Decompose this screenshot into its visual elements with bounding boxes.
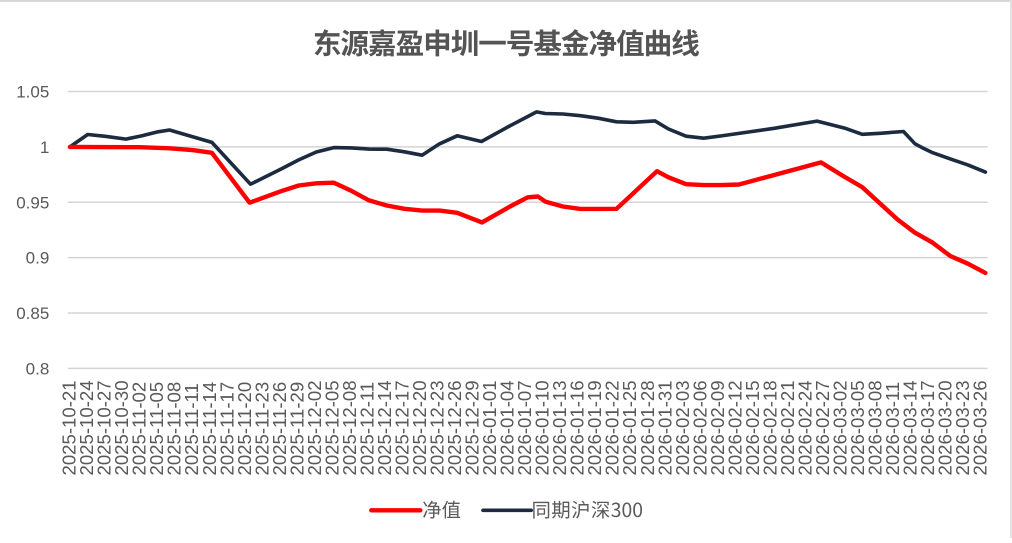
svg-text:2026-02-03: 2026-02-03 — [672, 380, 693, 475]
svg-text:2025-10-24: 2025-10-24 — [76, 380, 97, 475]
svg-text:2026-02-18: 2026-02-18 — [759, 380, 780, 475]
svg-text:2025-12-08: 2025-12-08 — [339, 380, 360, 475]
svg-text:1: 1 — [40, 138, 49, 157]
svg-text:2026-01-31: 2026-01-31 — [654, 380, 675, 475]
svg-text:2025-12-26: 2025-12-26 — [444, 380, 465, 475]
svg-text:2026-03-05: 2026-03-05 — [847, 380, 868, 475]
svg-text:0.8: 0.8 — [26, 360, 50, 379]
svg-text:2025-11-08: 2025-11-08 — [164, 382, 185, 476]
svg-text:2026-01-01: 2026-01-01 — [479, 380, 500, 475]
svg-text:2026-03-20: 2026-03-20 — [935, 380, 956, 475]
svg-text:0.9: 0.9 — [26, 249, 50, 268]
svg-text:2025-11-29: 2025-11-29 — [286, 382, 307, 476]
svg-text:2026-02-09: 2026-02-09 — [707, 380, 728, 475]
svg-text:2026-01-25: 2026-01-25 — [619, 380, 640, 475]
svg-text:2026-03-14: 2026-03-14 — [900, 380, 921, 475]
svg-text:2025-11-23: 2025-11-23 — [251, 382, 272, 476]
svg-text:2026-01-16: 2026-01-16 — [567, 380, 588, 475]
svg-text:0.85: 0.85 — [16, 304, 49, 323]
svg-text:2026-01-19: 2026-01-19 — [584, 380, 605, 475]
svg-text:2025-12-11: 2025-12-11 — [356, 382, 377, 476]
svg-text:2026-03-17: 2026-03-17 — [917, 380, 938, 475]
svg-text:2026-01-22: 2026-01-22 — [602, 380, 623, 475]
svg-text:2025-11-02: 2025-11-02 — [129, 382, 150, 476]
svg-text:2025-11-17: 2025-11-17 — [216, 382, 237, 476]
svg-text:2026-03-11: 2026-03-11 — [882, 382, 903, 476]
svg-text:2026-02-21: 2026-02-21 — [777, 380, 798, 475]
svg-text:2026-02-15: 2026-02-15 — [742, 380, 763, 475]
svg-text:2026-01-04: 2026-01-04 — [497, 380, 518, 475]
svg-text:2026-01-13: 2026-01-13 — [549, 380, 570, 475]
svg-text:2026-02-27: 2026-02-27 — [812, 380, 833, 475]
svg-text:2025-12-02: 2025-12-02 — [304, 380, 325, 475]
svg-text:2025-11-14: 2025-11-14 — [199, 382, 220, 476]
svg-text:2026-03-23: 2026-03-23 — [952, 380, 973, 475]
svg-text:2026-02-12: 2026-02-12 — [724, 380, 745, 475]
svg-text:2025-12-14: 2025-12-14 — [374, 380, 395, 475]
svg-text:2025-10-21: 2025-10-21 — [59, 380, 80, 475]
svg-text:1.05: 1.05 — [16, 83, 49, 102]
svg-text:2025-10-30: 2025-10-30 — [111, 380, 132, 475]
svg-text:0.95: 0.95 — [16, 193, 49, 212]
svg-text:2026-03-02: 2026-03-02 — [830, 380, 851, 475]
svg-text:2025-12-29: 2025-12-29 — [462, 380, 483, 475]
svg-text:2026-02-06: 2026-02-06 — [689, 380, 710, 475]
svg-text:2025-10-27: 2025-10-27 — [94, 380, 115, 475]
svg-text:2025-11-26: 2025-11-26 — [269, 382, 290, 476]
svg-text:2026-01-07: 2026-01-07 — [514, 380, 535, 475]
svg-text:2025-12-05: 2025-12-05 — [321, 380, 342, 475]
svg-text:2025-11-11: 2025-11-11 — [181, 383, 202, 475]
svg-text:2025-12-20: 2025-12-20 — [409, 380, 430, 475]
svg-text:2026-02-24: 2026-02-24 — [794, 380, 815, 475]
svg-text:2026-03-26: 2026-03-26 — [970, 380, 991, 475]
svg-text:2026-01-28: 2026-01-28 — [637, 380, 658, 475]
svg-text:2026-03-08: 2026-03-08 — [865, 380, 886, 475]
svg-text:2025-11-05: 2025-11-05 — [146, 382, 167, 476]
svg-text:2025-12-23: 2025-12-23 — [427, 380, 448, 475]
svg-text:2025-11-20: 2025-11-20 — [234, 382, 255, 476]
svg-text:2026-01-10: 2026-01-10 — [532, 380, 553, 475]
svg-text:2025-12-17: 2025-12-17 — [392, 380, 413, 475]
